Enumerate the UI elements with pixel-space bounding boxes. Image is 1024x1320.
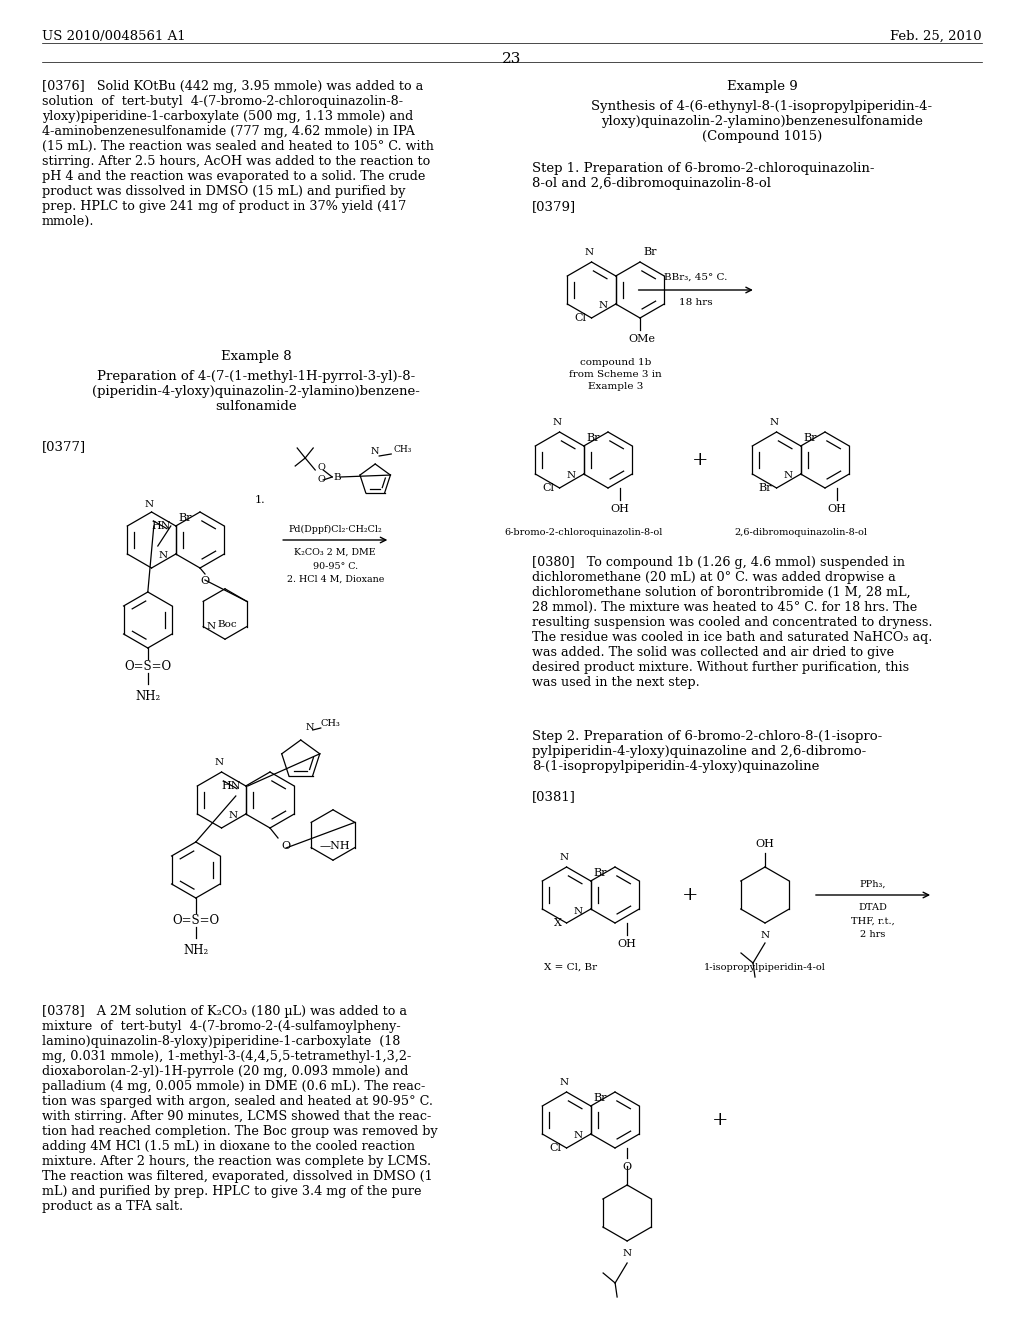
Text: OH: OH <box>610 504 630 513</box>
Text: O: O <box>281 841 290 851</box>
Text: +: + <box>692 451 709 469</box>
Text: N: N <box>159 552 168 561</box>
Text: +: + <box>682 886 698 904</box>
Text: Example 9: Example 9 <box>727 81 798 92</box>
Text: N: N <box>623 1249 632 1258</box>
Text: 90-95° C.: 90-95° C. <box>312 562 357 572</box>
Text: Step 2. Preparation of 6-bromo-2-chloro-8-(1-isopro-
pylpiperidin-4-yloxy)quinaz: Step 2. Preparation of 6-bromo-2-chloro-… <box>532 730 883 774</box>
Text: Cl: Cl <box>543 483 555 492</box>
Text: Boc: Boc <box>217 620 237 630</box>
Text: compound 1b: compound 1b <box>580 358 651 367</box>
Text: 2. HCl 4 M, Dioxane: 2. HCl 4 M, Dioxane <box>287 576 384 583</box>
Text: Pd(Dppf)Cl₂·CH₂Cl₂: Pd(Dppf)Cl₂·CH₂Cl₂ <box>289 525 382 535</box>
Text: N: N <box>215 758 224 767</box>
Text: +: + <box>712 1111 728 1129</box>
Text: O=S=O: O=S=O <box>124 660 171 672</box>
Text: Br: Br <box>587 433 600 444</box>
Text: O: O <box>623 1162 632 1172</box>
Text: OH: OH <box>827 504 847 513</box>
Text: NH₂: NH₂ <box>135 689 161 702</box>
Text: —NH: —NH <box>319 841 350 850</box>
Text: O: O <box>317 475 325 484</box>
Text: Cl: Cl <box>574 313 587 323</box>
Text: OH: OH <box>756 840 774 849</box>
Text: N: N <box>228 812 238 821</box>
Text: N: N <box>783 471 793 480</box>
Text: US 2010/0048561 A1: US 2010/0048561 A1 <box>42 30 185 44</box>
Text: Synthesis of 4-(6-ethynyl-8-(1-isopropylpiperidin-4-
yloxy)quinazolin-2-ylamino): Synthesis of 4-(6-ethynyl-8-(1-isopropyl… <box>592 100 933 143</box>
Text: [0381]: [0381] <box>532 789 575 803</box>
Text: O=S=O: O=S=O <box>172 913 219 927</box>
Text: HN: HN <box>152 521 171 531</box>
Text: N: N <box>599 301 608 310</box>
Text: Step 1. Preparation of 6-bromo-2-chloroquinazolin-
8-ol and 2,6-dibromoquinazoli: Step 1. Preparation of 6-bromo-2-chloroq… <box>532 162 874 190</box>
Text: N: N <box>770 418 779 426</box>
Text: N: N <box>560 1078 569 1086</box>
Text: CH₃: CH₃ <box>321 719 341 729</box>
Text: N: N <box>145 500 155 510</box>
Text: N: N <box>206 622 215 631</box>
Text: Example 8: Example 8 <box>221 350 291 363</box>
Text: B: B <box>334 473 341 482</box>
Text: N: N <box>573 1131 583 1140</box>
Text: X = Cl, Br: X = Cl, Br <box>544 964 597 972</box>
Text: 18 hrs: 18 hrs <box>679 298 713 308</box>
Text: [0376]   Solid KOtBu (442 mg, 3.95 mmole) was added to a
solution  of  tert-buty: [0376] Solid KOtBu (442 mg, 3.95 mmole) … <box>42 81 434 228</box>
Text: K₂CO₃ 2 M, DME: K₂CO₃ 2 M, DME <box>294 548 376 557</box>
Text: O: O <box>317 462 325 471</box>
Text: Cl: Cl <box>550 1143 561 1152</box>
Text: N: N <box>585 248 594 257</box>
Text: N: N <box>560 853 569 862</box>
Text: Br: Br <box>643 247 656 257</box>
Text: CH₃: CH₃ <box>393 445 412 454</box>
Text: 2,6-dibromoquinazolin-8-ol: 2,6-dibromoquinazolin-8-ol <box>734 528 867 537</box>
Text: [0380]   To compound 1b (1.26 g, 4.6 mmol) suspended in
dichloromethane (20 mL) : [0380] To compound 1b (1.26 g, 4.6 mmol)… <box>532 556 933 689</box>
Text: N: N <box>553 418 562 426</box>
Text: OMe: OMe <box>629 334 655 345</box>
Text: Br: Br <box>594 1093 607 1104</box>
Text: [0378]   A 2M solution of K₂CO₃ (180 µL) was added to a
mixture  of  tert-butyl : [0378] A 2M solution of K₂CO₃ (180 µL) w… <box>42 1005 437 1213</box>
Text: BBr₃, 45° C.: BBr₃, 45° C. <box>664 273 727 282</box>
Text: PPh₃,: PPh₃, <box>860 880 886 888</box>
Text: 1-isopropylpiperidin-4-ol: 1-isopropylpiperidin-4-ol <box>705 964 826 972</box>
Text: THF, r.t.,: THF, r.t., <box>851 917 895 927</box>
Text: 1.: 1. <box>255 495 265 506</box>
Text: [0379]: [0379] <box>532 201 577 213</box>
Text: N: N <box>306 723 314 733</box>
Text: N: N <box>371 447 380 455</box>
Text: from Scheme 3 in: from Scheme 3 in <box>569 370 663 379</box>
Text: O: O <box>201 576 210 586</box>
Text: Preparation of 4-(7-(1-methyl-1H-pyrrol-3-yl)-8-
(piperidin-4-yloxy)quinazolin-2: Preparation of 4-(7-(1-methyl-1H-pyrrol-… <box>92 370 420 413</box>
Text: Br: Br <box>758 483 771 492</box>
Text: Example 3: Example 3 <box>588 381 643 391</box>
Text: N: N <box>761 931 770 940</box>
Text: NH₂: NH₂ <box>183 944 209 957</box>
Text: Br: Br <box>179 513 193 523</box>
Text: [0377]: [0377] <box>42 440 86 453</box>
Text: 2 hrs: 2 hrs <box>860 931 886 939</box>
Text: N: N <box>566 471 575 480</box>
Text: DTAD: DTAD <box>858 903 888 912</box>
Text: X: X <box>554 917 561 928</box>
Text: OH: OH <box>617 939 637 949</box>
Text: Br: Br <box>594 869 607 878</box>
Text: Br: Br <box>804 433 817 444</box>
Text: N: N <box>573 907 583 916</box>
Text: HN: HN <box>221 781 241 791</box>
Text: Feb. 25, 2010: Feb. 25, 2010 <box>891 30 982 44</box>
Text: 6-bromo-2-chloroquinazolin-8-ol: 6-bromo-2-chloroquinazolin-8-ol <box>505 528 663 537</box>
Text: 23: 23 <box>503 51 521 66</box>
